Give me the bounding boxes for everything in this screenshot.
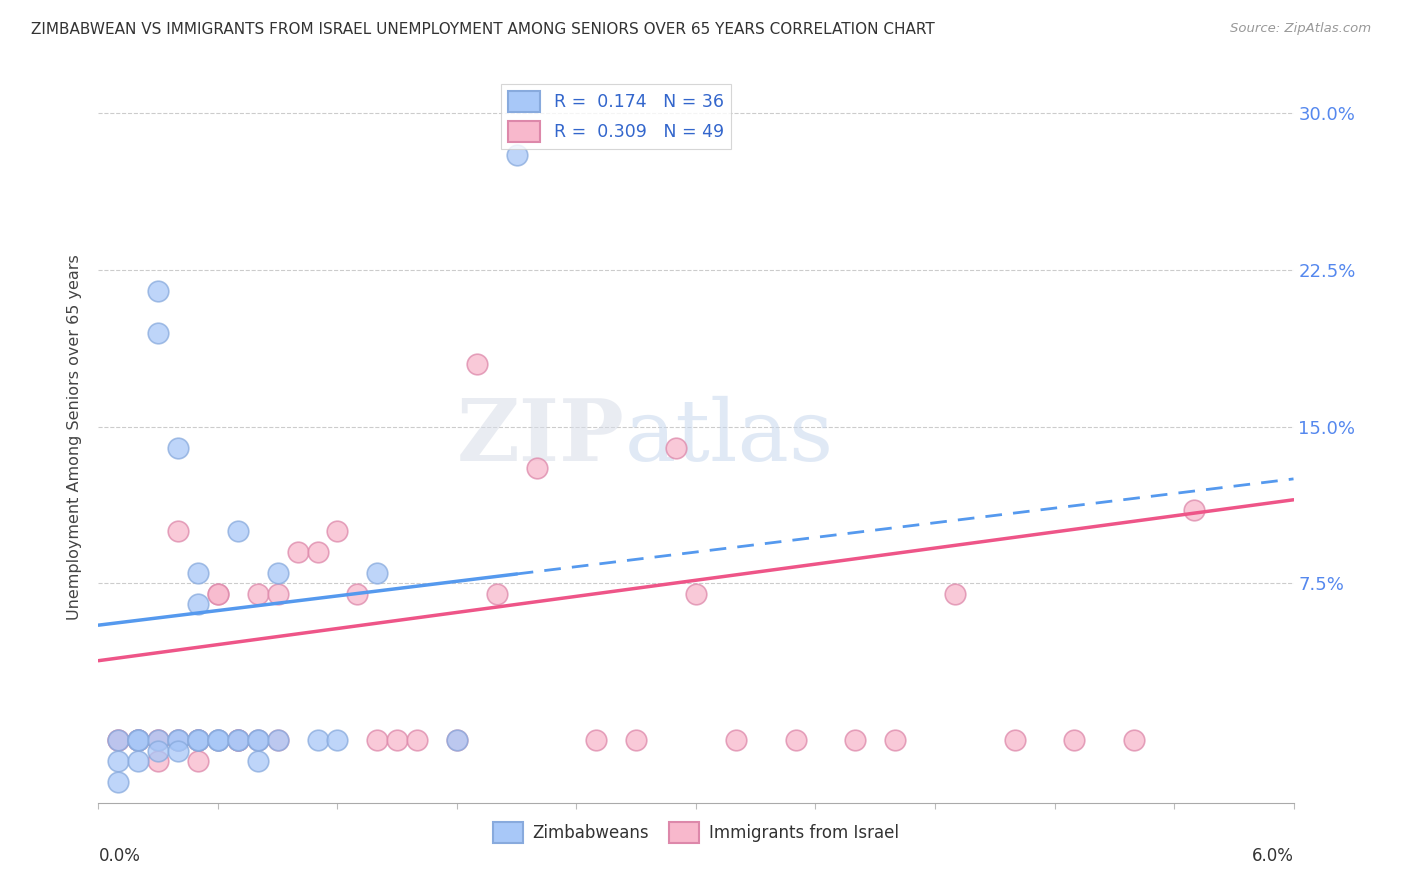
Point: [526, 461, 548, 475]
Point: [1123, 733, 1146, 747]
Point: [107, 754, 129, 768]
Point: [127, 754, 149, 768]
Point: [307, 733, 329, 747]
Point: [187, 733, 209, 747]
Point: [267, 733, 290, 747]
Point: [207, 733, 229, 747]
Point: [187, 754, 209, 768]
Point: [167, 733, 190, 747]
Point: [326, 733, 349, 747]
Point: [127, 733, 149, 747]
Point: [246, 754, 269, 768]
Point: [485, 587, 508, 601]
Point: [107, 733, 129, 747]
Text: Source: ZipAtlas.com: Source: ZipAtlas.com: [1230, 22, 1371, 36]
Point: [207, 587, 229, 601]
Point: [207, 733, 229, 747]
Point: [246, 733, 269, 747]
Legend: Zimbabweans, Immigrants from Israel: Zimbabweans, Immigrants from Israel: [486, 815, 905, 849]
Point: [326, 524, 349, 538]
Point: [724, 733, 747, 747]
Point: [207, 733, 229, 747]
Point: [127, 733, 149, 747]
Point: [187, 597, 209, 611]
Point: [148, 326, 170, 340]
Point: [167, 441, 190, 455]
Point: [884, 733, 907, 747]
Point: [148, 733, 170, 747]
Point: [346, 587, 368, 601]
Text: atlas: atlas: [624, 395, 834, 479]
Text: 6.0%: 6.0%: [1251, 847, 1294, 864]
Point: [246, 587, 269, 601]
Point: [127, 733, 149, 747]
Point: [226, 733, 249, 747]
Point: [107, 733, 129, 747]
Text: ZIMBABWEAN VS IMMIGRANTS FROM ISRAEL UNEMPLOYMENT AMONG SENIORS OVER 65 YEARS CO: ZIMBABWEAN VS IMMIGRANTS FROM ISRAEL UNE…: [31, 22, 935, 37]
Point: [167, 743, 190, 757]
Point: [226, 733, 249, 747]
Y-axis label: Unemployment Among Seniors over 65 years: Unemployment Among Seniors over 65 years: [67, 254, 83, 620]
Point: [167, 733, 190, 747]
Point: [207, 733, 229, 747]
Point: [1182, 503, 1205, 517]
Point: [226, 733, 249, 747]
Point: [148, 284, 170, 298]
Point: [585, 733, 607, 747]
Point: [226, 733, 249, 747]
Point: [626, 733, 648, 747]
Point: [167, 733, 190, 747]
Point: [406, 733, 429, 747]
Point: [187, 733, 209, 747]
Point: [226, 733, 249, 747]
Point: [187, 733, 209, 747]
Point: [187, 566, 209, 580]
Point: [127, 733, 149, 747]
Point: [844, 733, 866, 747]
Point: [187, 733, 209, 747]
Point: [148, 733, 170, 747]
Text: ZIP: ZIP: [457, 395, 624, 479]
Point: [107, 733, 129, 747]
Point: [465, 357, 488, 371]
Point: [127, 733, 149, 747]
Point: [665, 441, 688, 455]
Point: [148, 733, 170, 747]
Point: [267, 587, 290, 601]
Point: [246, 733, 269, 747]
Text: 0.0%: 0.0%: [98, 847, 141, 864]
Point: [167, 524, 190, 538]
Point: [226, 524, 249, 538]
Point: [366, 566, 388, 580]
Point: [187, 733, 209, 747]
Point: [287, 545, 309, 559]
Point: [267, 566, 290, 580]
Point: [366, 733, 388, 747]
Point: [446, 733, 468, 747]
Point: [107, 775, 129, 789]
Point: [148, 754, 170, 768]
Point: [506, 148, 529, 162]
Point: [207, 587, 229, 601]
Point: [187, 733, 209, 747]
Point: [167, 733, 190, 747]
Point: [246, 733, 269, 747]
Point: [385, 733, 409, 747]
Point: [1004, 733, 1026, 747]
Point: [1063, 733, 1085, 747]
Point: [785, 733, 807, 747]
Point: [267, 733, 290, 747]
Point: [307, 545, 329, 559]
Point: [685, 587, 707, 601]
Point: [148, 743, 170, 757]
Point: [127, 733, 149, 747]
Point: [943, 587, 966, 601]
Point: [446, 733, 468, 747]
